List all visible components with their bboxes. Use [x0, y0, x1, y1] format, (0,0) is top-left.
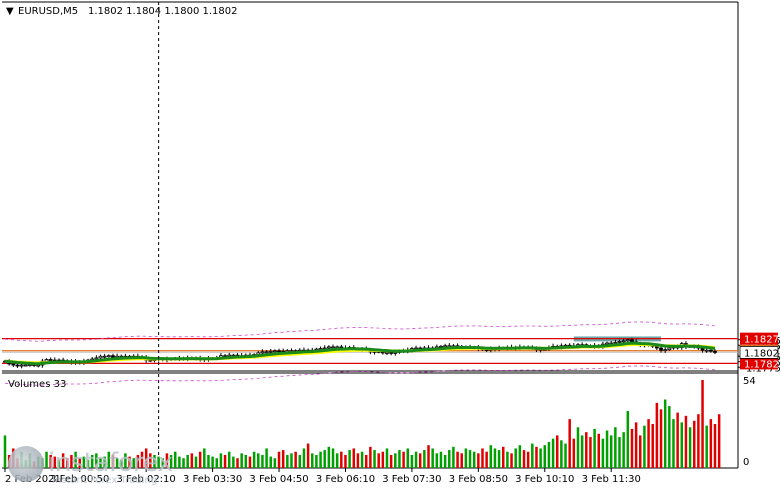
candle	[19, 364, 24, 367]
level-price-label: 1.1782	[744, 359, 779, 370]
candle	[704, 349, 709, 352]
candle	[23, 364, 28, 367]
candle	[617, 340, 622, 343]
candle	[322, 347, 327, 350]
envelope-upper	[4, 321, 716, 342]
candle	[605, 342, 609, 345]
chart-ohlc: 1.1802 1.1804 1.1800 1.1802	[88, 6, 238, 17]
candle	[48, 359, 53, 361]
candle	[713, 350, 717, 353]
watermark-brand: instaforex	[48, 448, 173, 478]
candle	[708, 349, 713, 352]
candle	[621, 340, 626, 343]
candle	[11, 363, 16, 366]
volume-min-label: 0	[743, 457, 749, 468]
candle	[98, 355, 103, 359]
candle	[94, 357, 99, 360]
candle	[15, 364, 20, 367]
candle	[268, 350, 273, 353]
candle	[443, 345, 448, 348]
x-tick-label: 3 Feb 03:30	[183, 474, 242, 485]
candle	[630, 339, 634, 343]
x-tick-label: 3 Feb 02:10	[117, 474, 176, 485]
x-tick-label: 3 Feb 06:10	[316, 474, 375, 485]
candle	[264, 351, 269, 354]
current-price-box	[739, 345, 779, 359]
candle	[625, 339, 630, 342]
candle	[385, 351, 389, 354]
level-price-box	[740, 332, 778, 345]
candle	[260, 351, 265, 354]
instaforex-logo-icon	[8, 446, 44, 482]
candle	[667, 347, 672, 351]
level-price-label: 1.1827	[744, 335, 779, 346]
volume-max-label: 54	[743, 376, 756, 387]
candle	[331, 346, 335, 349]
candle	[659, 347, 663, 351]
x-tick-label: 3 Feb 11:30	[582, 474, 641, 485]
dropdown-arrow-icon[interactable]: ▼	[6, 6, 14, 17]
candle	[44, 359, 49, 362]
x-tick-label: 3 Feb 08:50	[449, 474, 508, 485]
candle	[272, 350, 277, 353]
watermark: instaforex Instant Forex Trading	[8, 446, 188, 486]
envelope-lower	[4, 365, 716, 386]
candle	[663, 349, 668, 352]
ma-fast-line	[4, 341, 716, 366]
candle	[102, 355, 107, 358]
x-tick-label: 3 Feb 00:50	[50, 474, 109, 485]
current-price-label: 1.1802	[744, 348, 779, 359]
candle	[111, 355, 115, 358]
candle	[106, 355, 111, 358]
chart-symbol: EURUSD,M5	[18, 6, 78, 17]
candle	[277, 350, 281, 353]
candle	[389, 351, 394, 354]
watermark-tagline: Instant Forex Trading	[52, 475, 158, 486]
volume-label: Volumes 33	[8, 379, 66, 390]
x-tick-label: 3 Feb 04:50	[249, 474, 308, 485]
candle	[326, 346, 331, 349]
x-tick-label: 3 Feb 07:30	[382, 474, 441, 485]
x-tick-label: 3 Feb 10:10	[515, 474, 574, 485]
level-price-box	[740, 357, 778, 370]
